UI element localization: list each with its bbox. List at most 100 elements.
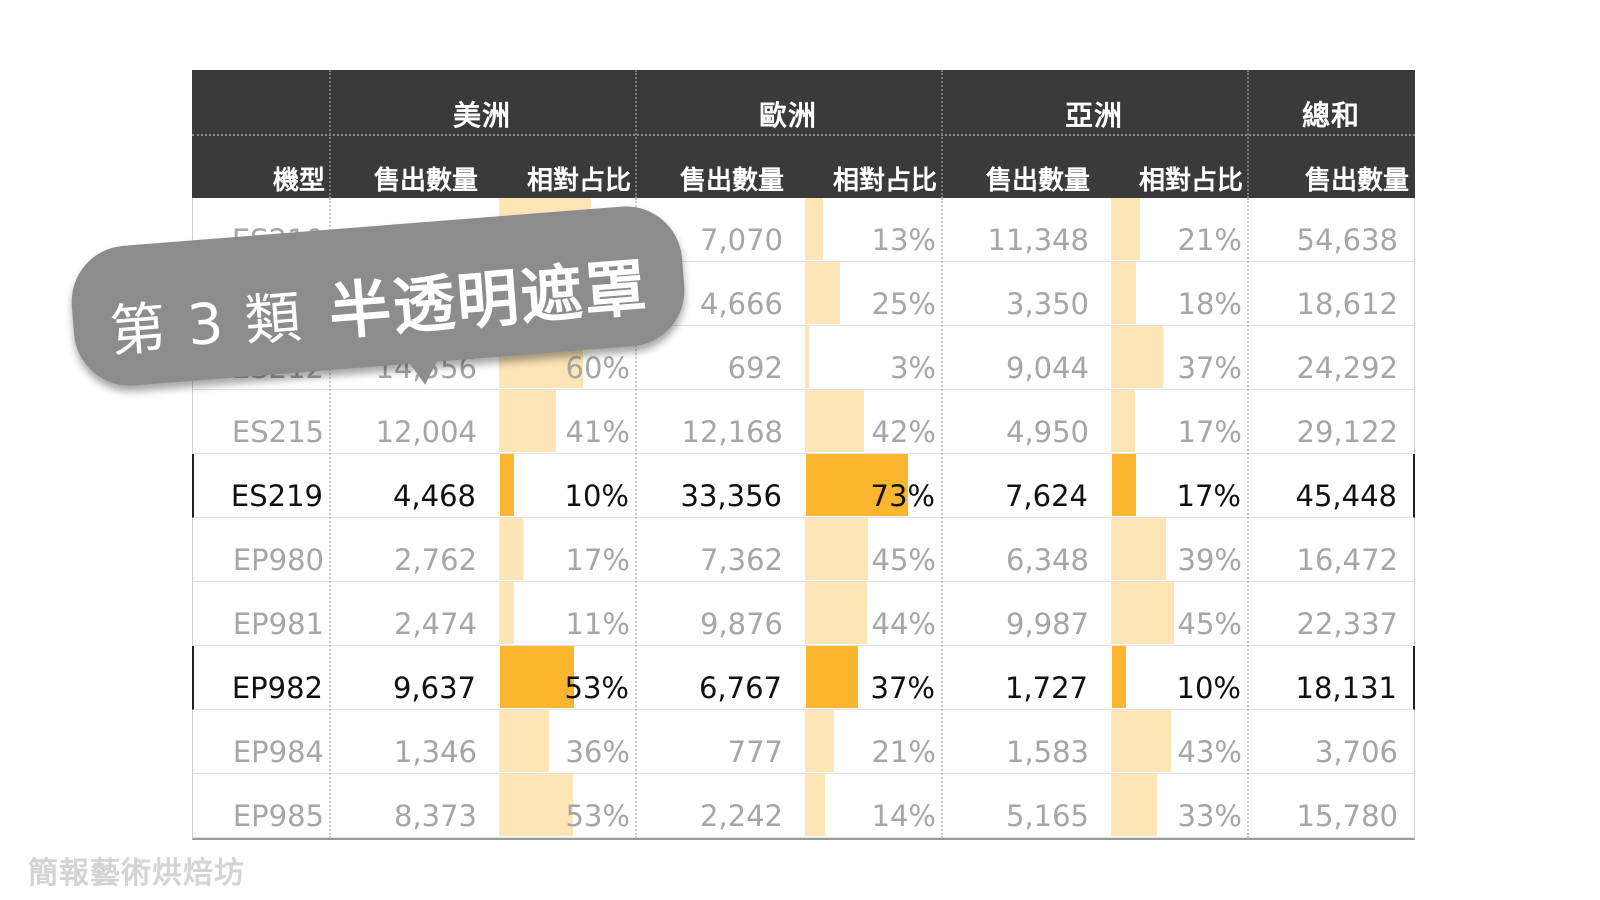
model-cell: EP984 — [232, 735, 324, 769]
asia-share-cell: 39% — [1177, 543, 1242, 577]
americas-share-cell: 53% — [565, 799, 630, 833]
europe-share-cell: 25% — [871, 287, 936, 321]
share-bar — [499, 582, 514, 644]
header-vdivider — [329, 70, 331, 198]
callout-tail — [407, 357, 442, 386]
share-bar — [806, 454, 908, 516]
asia-qty-cell: 5,165 — [1005, 799, 1089, 833]
table-header: 美洲 歐洲 亞洲 總和 機型 售出數量 相對占比 售出數量 相對占比 售出數量 … — [192, 70, 1415, 198]
total-qty-cell: 18,131 — [1295, 671, 1397, 705]
callout-lead-text: 第 3 類 — [107, 285, 306, 366]
table-row: EP981 2,474 11% 9,876 44% 9,987 45% 22,337 — [193, 582, 1414, 646]
europe-qty-cell: 4,666 — [699, 287, 783, 321]
share-bar — [805, 518, 868, 580]
americas-qty-cell: 1,346 — [393, 735, 477, 769]
europe-qty-cell: 6,767 — [698, 671, 782, 705]
asia-qty-cell: 7,624 — [1004, 479, 1088, 513]
europe-qty-cell: 33,356 — [680, 479, 782, 513]
share-bar — [1111, 262, 1136, 324]
column-divider — [941, 198, 943, 838]
asia-qty-cell: 11,348 — [987, 223, 1089, 257]
europe-qty-cell: 692 — [727, 351, 783, 385]
total-qty-cell: 45,448 — [1295, 479, 1397, 513]
sales-table: 美洲 歐洲 亞洲 總和 機型 售出數量 相對占比 售出數量 相對占比 售出數量 … — [192, 70, 1415, 840]
americas-qty-cell: 9,637 — [392, 671, 476, 705]
header-divider — [192, 134, 1415, 136]
europe-share-cell: 45% — [871, 543, 936, 577]
share-bar — [500, 454, 514, 516]
europe-share-cell: 37% — [870, 671, 935, 705]
table-row: ES219 4,468 10% 33,356 73% 7,624 17% 45,448 — [192, 454, 1415, 518]
header-vdivider — [1247, 70, 1249, 198]
share-bar — [805, 326, 809, 388]
share-bar — [1111, 518, 1166, 580]
qty-column-header: 售出數量 — [679, 166, 784, 196]
share-bar — [1111, 198, 1140, 260]
asia-share-cell: 33% — [1177, 799, 1242, 833]
model-cell: ES215 — [231, 415, 324, 449]
americas-share-cell: 60% — [565, 351, 630, 385]
share-bar — [1111, 390, 1135, 452]
europe-share-cell: 21% — [871, 735, 936, 769]
americas-share-cell: 17% — [565, 543, 630, 577]
share-column-header: 相對占比 — [1138, 166, 1243, 196]
americas-share-cell: 53% — [564, 671, 629, 705]
europe-qty-cell: 2,242 — [699, 799, 783, 833]
share-bar — [499, 390, 556, 452]
asia-share-cell: 17% — [1177, 415, 1242, 449]
americas-share-cell: 10% — [564, 479, 629, 513]
total-qty-cell: 18,612 — [1296, 287, 1398, 321]
region-europe-label: 歐洲 — [758, 99, 817, 132]
americas-qty-cell: 12,004 — [375, 415, 477, 449]
americas-qty-cell: 8,373 — [393, 799, 477, 833]
asia-qty-cell: 4,950 — [1005, 415, 1089, 449]
asia-share-cell: 18% — [1177, 287, 1242, 321]
share-column-header: 相對占比 — [832, 166, 937, 196]
qty-column-header: 售出數量 — [985, 166, 1090, 196]
asia-share-cell: 43% — [1177, 735, 1242, 769]
model-cell: EP982 — [231, 671, 323, 705]
americas-qty-cell: 2,474 — [393, 607, 477, 641]
share-bar — [499, 774, 573, 836]
asia-share-cell: 21% — [1177, 223, 1242, 257]
header-vdivider — [941, 70, 943, 198]
qty-column-header: 售出數量 — [373, 166, 478, 196]
watermark-text: 簡報藝術烘焙坊 — [28, 856, 245, 891]
qty-column-header: 售出數量 — [1304, 166, 1409, 196]
total-qty-cell: 29,122 — [1296, 415, 1398, 449]
europe-share-cell: 13% — [871, 223, 936, 257]
region-americas-label: 美洲 — [452, 99, 511, 132]
column-divider — [329, 198, 331, 838]
asia-share-cell: 37% — [1177, 351, 1242, 385]
share-bar — [499, 518, 523, 580]
total-qty-cell: 3,706 — [1314, 735, 1398, 769]
americas-qty-cell: 4,468 — [392, 479, 476, 513]
total-qty-cell: 16,472 — [1296, 543, 1398, 577]
americas-share-cell: 11% — [565, 607, 630, 641]
americas-qty-cell: 2,762 — [393, 543, 477, 577]
share-bar — [1111, 582, 1174, 644]
share-bar — [499, 710, 549, 772]
share-bar — [1111, 710, 1171, 772]
asia-share-cell: 10% — [1176, 671, 1241, 705]
asia-qty-cell: 9,044 — [1005, 351, 1089, 385]
share-bar — [1111, 774, 1157, 836]
europe-share-cell: 14% — [871, 799, 936, 833]
table-row: EP984 1,346 36% 777 21% 1,583 43% 3,706 — [193, 710, 1414, 774]
share-bar — [806, 646, 858, 708]
share-bar — [500, 646, 574, 708]
share-bar — [1111, 326, 1163, 388]
callout-main-text: 半透明遮罩 — [326, 250, 652, 349]
model-cell: ES219 — [230, 479, 323, 513]
total-qty-cell: 24,292 — [1296, 351, 1398, 385]
table-row: EP980 2,762 17% 7,362 45% 6,348 39% 16,472 — [193, 518, 1414, 582]
column-divider — [635, 198, 637, 838]
asia-qty-cell: 9,987 — [1005, 607, 1089, 641]
asia-qty-cell: 1,583 — [1005, 735, 1089, 769]
share-bar — [1112, 454, 1136, 516]
model-cell: EP980 — [232, 543, 324, 577]
total-qty-cell: 54,638 — [1296, 223, 1398, 257]
europe-share-cell: 42% — [871, 415, 936, 449]
europe-share-cell: 3% — [889, 351, 936, 385]
region-total-label: 總和 — [1301, 99, 1360, 132]
